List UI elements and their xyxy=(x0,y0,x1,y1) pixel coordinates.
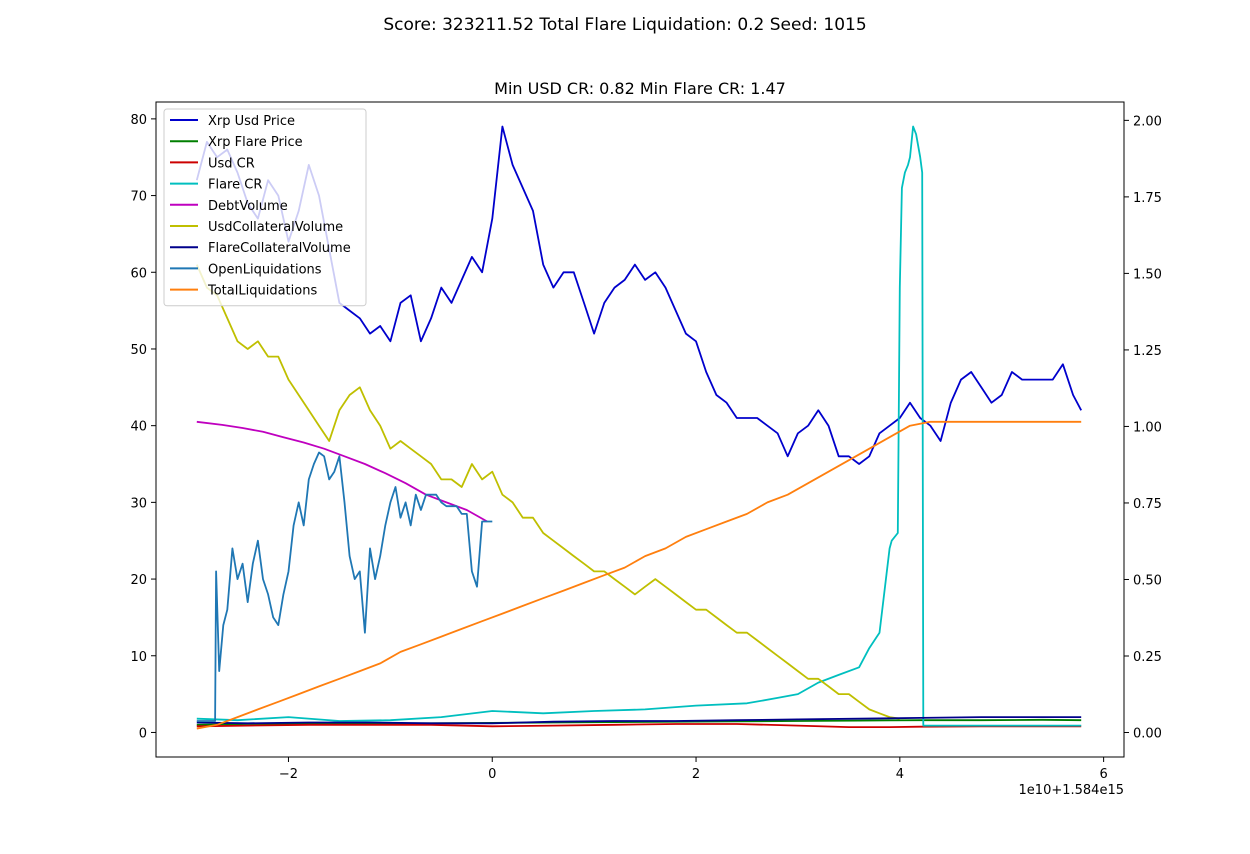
y-left-tick-label: 50 xyxy=(130,343,147,358)
legend-entry-label: Flare CR xyxy=(208,178,262,193)
y-right-tick-label: 0.00 xyxy=(1133,727,1162,742)
series-line-usd-cr xyxy=(196,723,1082,728)
series-line-totalliquidations xyxy=(196,420,1082,730)
series-line-xrp-flare-price xyxy=(196,718,1082,726)
y-left-tick-label: 60 xyxy=(130,266,147,281)
y-right-tick-label: 1.25 xyxy=(1133,344,1162,359)
axis-ticks: −2 0 2 4 6010203040506070800.000.250.500.751… xyxy=(130,113,1162,782)
y-left-tick-label: 20 xyxy=(130,573,147,588)
legend-entry-label: DebtVolume xyxy=(208,199,288,214)
legend-entry-label: Xrp Usd Price xyxy=(208,114,295,129)
y-right-tick-label: 0.75 xyxy=(1133,497,1162,512)
x-tick-label: 2 xyxy=(692,767,700,782)
x-offset-label: 1e10+1.584e15 xyxy=(1019,783,1124,798)
y-right-tick-label: 2.00 xyxy=(1133,114,1162,129)
y-left-tick-label: 80 xyxy=(130,113,147,128)
legend: Xrp Usd Price Xrp Flare Price Usd CR Flare … xyxy=(163,108,367,307)
y-left-tick-label: 0 xyxy=(139,726,147,741)
figure-suptitle: Score: 323211.52 Total Flare Liquidation… xyxy=(383,15,866,35)
x-tick-label: 4 xyxy=(896,767,904,782)
legend-entry-label: FlareCollateralVolume xyxy=(208,241,351,256)
y-right-tick-label: 1.00 xyxy=(1133,420,1162,435)
x-tick-label: 6 xyxy=(1099,767,1107,782)
legend-box xyxy=(163,108,367,307)
legend-entry-label: Xrp Flare Price xyxy=(208,135,303,150)
legend-entry-label: TotalLiquidations xyxy=(207,284,317,299)
y-left-tick-label: 40 xyxy=(130,420,147,435)
y-left-tick-label: 70 xyxy=(130,190,147,205)
y-right-tick-label: 1.75 xyxy=(1133,191,1162,206)
series-line-openliquidations xyxy=(196,451,493,722)
legend-entry-label: OpenLiquidations xyxy=(208,262,322,277)
y-right-tick-label: 0.50 xyxy=(1133,573,1162,588)
axes-title: Min USD CR: 0.82 Min Flare CR: 1.47 xyxy=(494,79,786,98)
series-line-flarecollateralvolume xyxy=(196,716,1082,725)
y-left-tick-label: 30 xyxy=(130,496,147,511)
legend-entry-label: UsdCollateralVolume xyxy=(208,220,343,235)
x-tick-label: −2 xyxy=(279,767,298,782)
series-line-usdcollateralvolume xyxy=(195,264,900,720)
y-left-tick-label: 10 xyxy=(130,650,147,665)
x-tick-label: 0 xyxy=(488,767,496,782)
y-right-tick-label: 1.50 xyxy=(1133,267,1162,282)
series-line-flare-cr xyxy=(196,125,1082,727)
y-right-tick-label: 0.25 xyxy=(1133,650,1162,665)
series-line-xrp-usd-price xyxy=(195,125,1082,465)
legend-entry-label: Usd CR xyxy=(208,156,255,171)
plot-frame xyxy=(155,101,1125,758)
